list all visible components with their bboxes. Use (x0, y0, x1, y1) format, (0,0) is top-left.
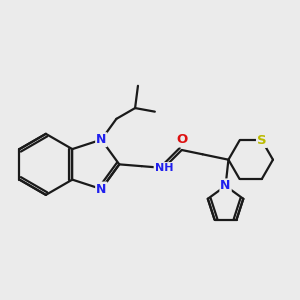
Text: N: N (96, 183, 106, 196)
Text: NH: NH (154, 163, 173, 173)
Text: S: S (257, 134, 267, 147)
Text: N: N (96, 133, 106, 146)
Text: O: O (177, 134, 188, 146)
Text: N: N (220, 179, 231, 192)
